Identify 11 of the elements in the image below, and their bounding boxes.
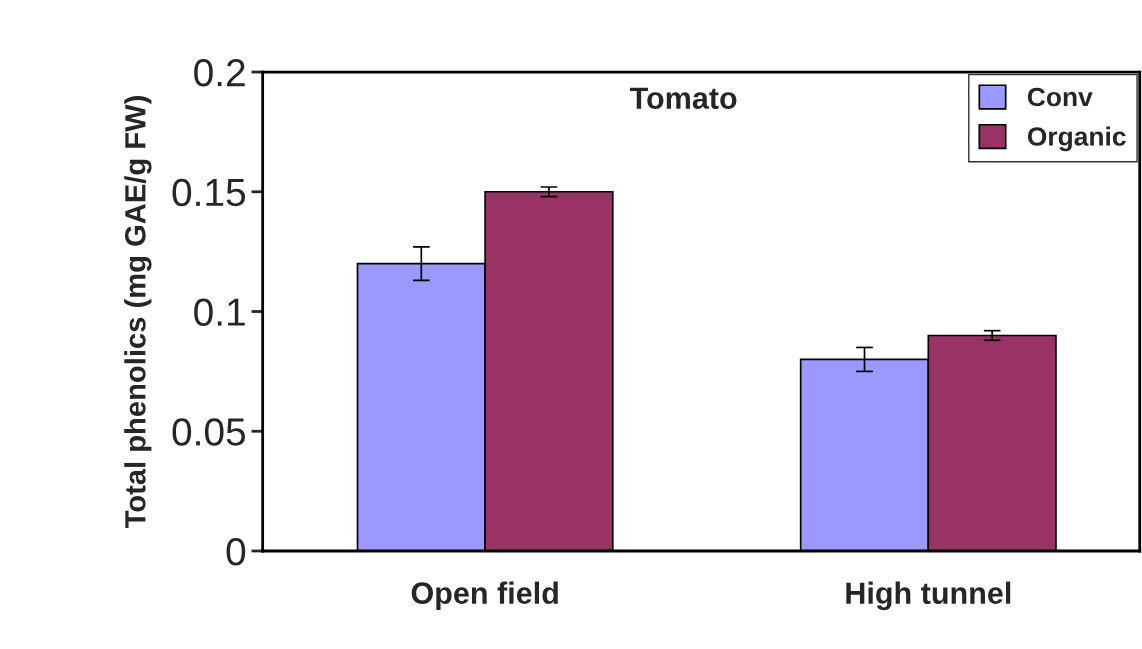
y-tick-label: 0.05 <box>172 418 246 446</box>
chart-title: Tomato <box>629 87 737 109</box>
legend-label: Organic <box>1027 126 1126 152</box>
x-tick-label: High tunnel <box>846 581 1011 611</box>
y-tick-label: 0 <box>226 537 246 566</box>
y-tick-label: 0.15 <box>172 178 246 207</box>
y-tick-label: 0.1 <box>194 298 245 326</box>
y-axis-title: Total phenolics (mg GAE/g FW) <box>124 96 152 529</box>
x-tick-label: Open field <box>411 581 558 611</box>
y-tick-label: 0.2 <box>194 58 245 87</box>
legend-label: Conv <box>1027 87 1093 107</box>
